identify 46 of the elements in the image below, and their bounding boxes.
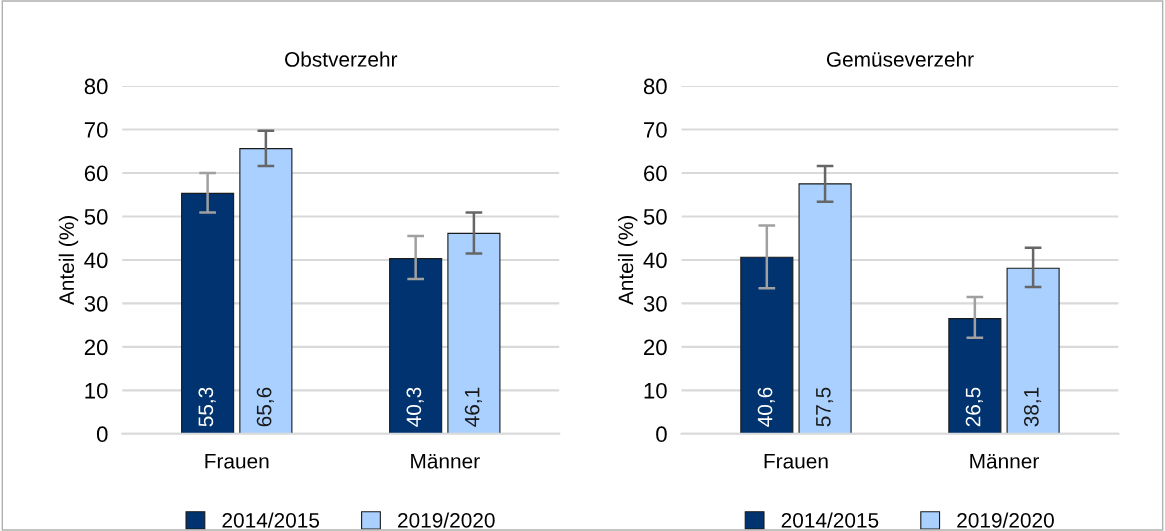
y-tick-label: 10	[644, 382, 667, 399]
bar	[948, 318, 1002, 434]
data-label: 55,3	[198, 387, 216, 427]
bar	[389, 258, 443, 434]
x-tick-label: Frauen	[205, 454, 269, 469]
chart-title: Obstverzehr	[285, 51, 398, 67]
y-tick-label: 40	[643, 252, 667, 269]
data-label: 38,1	[1023, 387, 1042, 427]
y-tick-label: 40	[84, 252, 108, 269]
y-tick-label: 70	[644, 122, 667, 138]
x-tick-label: Frauen	[764, 454, 828, 469]
y-tick-label: 0	[96, 426, 108, 443]
y-tick-label: 60	[644, 165, 667, 182]
y-tick-label: 30	[643, 295, 667, 312]
y-tick-label: 20	[84, 339, 108, 356]
bar	[447, 232, 501, 434]
x-tick-label: Männer	[970, 454, 1039, 469]
bar	[181, 192, 235, 434]
y-axis-title: Anteil (%)	[58, 216, 79, 306]
bar	[740, 256, 794, 434]
bar	[239, 148, 293, 434]
y-tick-label: 30	[84, 295, 108, 312]
legend-label: 2019/2020	[398, 512, 495, 528]
data-label: 40,3	[406, 387, 424, 427]
y-tick-label: 50	[84, 208, 108, 225]
bar	[798, 183, 852, 434]
y-tick-label: 60	[84, 165, 108, 182]
data-label: 57,5	[816, 387, 834, 427]
y-tick-label: 0	[656, 426, 667, 443]
data-label: 65,6	[256, 387, 274, 427]
x-tick-label: Männer	[411, 454, 480, 469]
y-tick-label: 80	[643, 78, 667, 95]
data-label: 46,1	[464, 387, 482, 427]
legend-label: 2014/2015	[781, 512, 879, 528]
y-tick-label: 20	[644, 339, 667, 356]
data-label: 40,6	[757, 387, 775, 427]
chart-title: Gemüseverzehr	[826, 51, 974, 67]
legend-label: 2019/2020	[957, 512, 1054, 528]
y-axis-title: Anteil (%)	[617, 216, 638, 306]
bar	[1006, 267, 1060, 434]
y-tick-label: 10	[85, 382, 108, 399]
y-tick-label: 70	[84, 122, 108, 138]
y-tick-label: 80	[84, 78, 108, 95]
y-tick-label: 50	[643, 208, 667, 225]
data-label: 26,5	[965, 387, 983, 427]
legend-label: 2014/2015	[222, 512, 320, 528]
